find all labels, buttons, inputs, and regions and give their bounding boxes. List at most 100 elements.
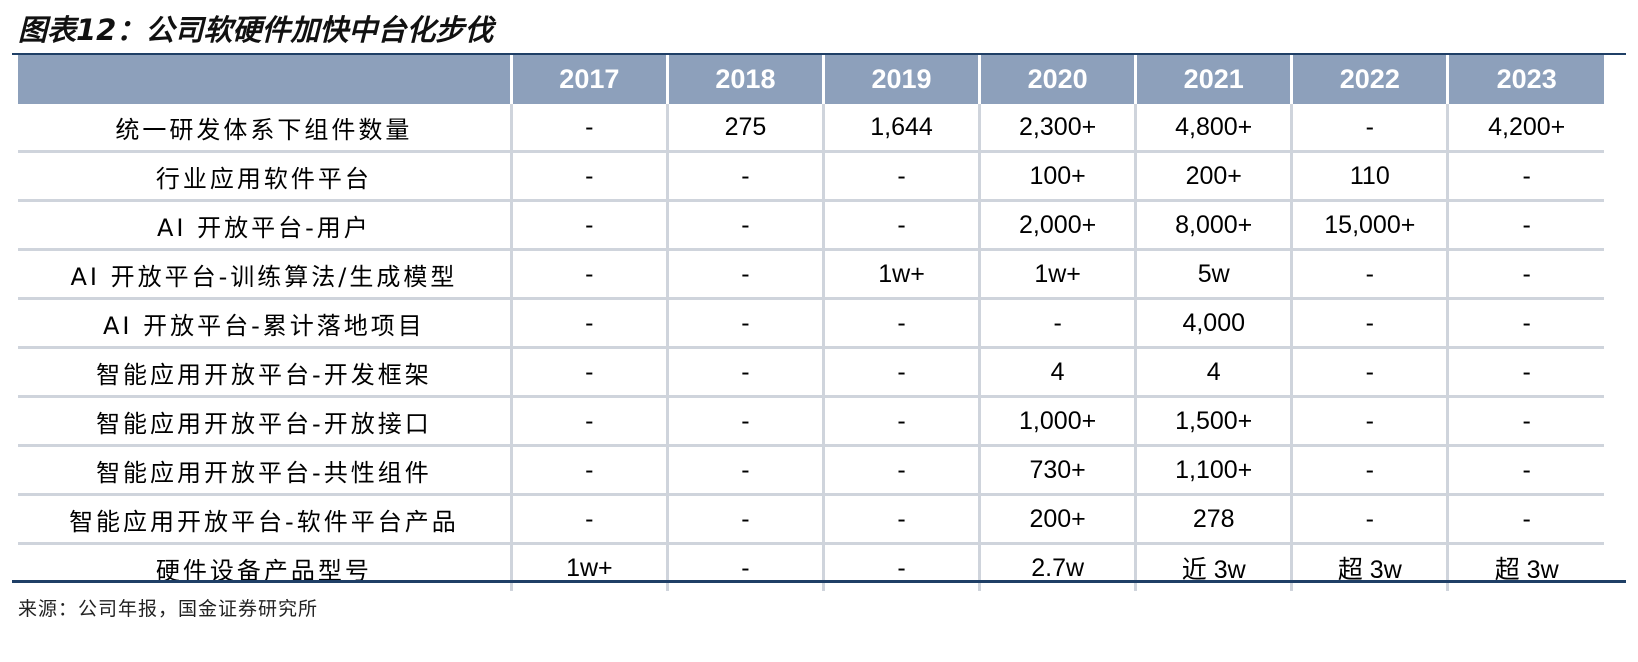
value-cell: - — [1290, 249, 1450, 300]
value-cell: 4 — [978, 347, 1138, 398]
value-cell: 4,200+ — [1446, 104, 1604, 153]
header-year-cell: 2023 — [1446, 55, 1604, 104]
value-cell: 1,000+ — [978, 396, 1138, 447]
value-cell: - — [1290, 445, 1450, 496]
figure-title: 图表12：公司软硬件加快中台化步伐 — [18, 13, 494, 47]
header-year-cell: 2021 — [1134, 55, 1294, 104]
value-cell: - — [1446, 151, 1604, 202]
header-label-cell — [18, 55, 513, 104]
value-cell: 1w+ — [978, 249, 1138, 300]
value-cell: - — [821, 543, 982, 591]
header-year-cell: 2020 — [978, 55, 1138, 104]
value-cell: - — [509, 200, 669, 251]
value-cell: - — [1290, 396, 1450, 447]
value-cell: 730+ — [978, 445, 1138, 496]
table-row: 智能应用开放平台-软件平台产品 - - -200+ 278- - — [18, 494, 1604, 545]
value-cell: 100+ — [978, 151, 1138, 202]
value-cell: - — [821, 396, 982, 447]
value-cell: 超 3w — [1290, 543, 1450, 591]
value-cell: 超 3w — [1446, 543, 1604, 591]
value-cell: - — [1446, 396, 1604, 447]
row-label-cell: AI 开放平台-累计落地项目 — [18, 298, 513, 349]
table-row: AI 开放平台-累计落地项目 - - - -4,000- - — [18, 298, 1604, 349]
header-year-cell: 2018 — [665, 55, 825, 104]
table-row: 统一研发体系下组件数量 -275 1,644 2,300+ 4,800+ -4,200+ — [18, 104, 1604, 153]
row-label-cell: 智能应用开放平台-软件平台产品 — [18, 494, 513, 545]
value-cell: 2,300+ — [978, 104, 1138, 153]
value-cell: 4 — [1134, 347, 1294, 398]
value-cell: - — [509, 151, 669, 202]
value-cell: - — [665, 298, 825, 349]
value-cell: - — [509, 104, 669, 153]
value-cell: - — [1290, 347, 1450, 398]
table-row: 硬件设备产品型号 1w+ - -2.7w 近 3w 超 3w 超 3w — [18, 543, 1604, 591]
value-cell: - — [821, 298, 982, 349]
value-cell: 近 3w — [1134, 543, 1294, 591]
value-cell: - — [821, 494, 982, 545]
value-cell: - — [665, 494, 825, 545]
value-cell: 2.7w — [978, 543, 1138, 591]
value-cell: 1,644 — [821, 104, 982, 153]
value-cell: - — [665, 445, 825, 496]
value-cell: 200+ — [1134, 151, 1294, 202]
value-cell: 8,000+ — [1134, 200, 1294, 251]
value-cell: - — [509, 494, 669, 545]
value-cell: - — [509, 347, 669, 398]
table-body: 统一研发体系下组件数量 -275 1,644 2,300+ 4,800+ -4,200+ 行… — [18, 104, 1604, 591]
row-label-cell: AI 开放平台-用户 — [18, 200, 513, 251]
table-row: AI 开放平台-用户 - - -2,000+ 8,000+ 15,000+ - — [18, 200, 1604, 251]
header-year-cell: 2019 — [821, 55, 982, 104]
value-cell: 1w+ — [821, 249, 982, 300]
value-cell: - — [509, 249, 669, 300]
row-label-cell: AI 开放平台-训练算法/生成模型 — [18, 249, 513, 300]
table-row: 智能应用开放平台-开放接口 - - -1,000+ 1,500+ - - — [18, 396, 1604, 447]
value-cell: 110 — [1290, 151, 1450, 202]
value-cell: - — [1446, 200, 1604, 251]
row-label-cell: 智能应用开放平台-开发框架 — [18, 347, 513, 398]
value-cell: 2,000+ — [978, 200, 1138, 251]
value-cell: - — [1446, 249, 1604, 300]
value-cell: 4,800+ — [1134, 104, 1294, 153]
value-cell: - — [665, 151, 825, 202]
row-label-cell: 统一研发体系下组件数量 — [18, 104, 513, 153]
value-cell: - — [1446, 494, 1604, 545]
value-cell: 1,100+ — [1134, 445, 1294, 496]
table-row: 行业应用软件平台 - - -100+ 200+ 110- — [18, 151, 1604, 202]
source-note: 来源：公司年报，国金证券研究所 — [18, 598, 319, 620]
value-cell: - — [665, 249, 825, 300]
value-cell: - — [978, 298, 1138, 349]
value-cell: 1,500+ — [1134, 396, 1294, 447]
header-year-cell: 2017 — [509, 55, 669, 104]
value-cell: - — [1290, 104, 1450, 153]
value-cell: - — [821, 347, 982, 398]
table-bottom-divider — [12, 580, 1626, 583]
value-cell: - — [665, 543, 825, 591]
value-cell: - — [509, 445, 669, 496]
value-cell: 15,000+ — [1290, 200, 1450, 251]
table-row: AI 开放平台-训练算法/生成模型 - -1w+ 1w+ 5w - - — [18, 249, 1604, 300]
value-cell: - — [1446, 445, 1604, 496]
data-table: 2017 2018 2019 2020 2021 2022 2023 统一研发体… — [18, 55, 1604, 591]
value-cell: - — [665, 347, 825, 398]
row-label-cell: 硬件设备产品型号 — [18, 543, 513, 591]
table-row: 智能应用开放平台-共性组件 - - -730+ 1,100+ - - — [18, 445, 1604, 496]
value-cell: - — [821, 151, 982, 202]
data-table-container: 2017 2018 2019 2020 2021 2022 2023 统一研发体… — [18, 55, 1604, 591]
value-cell: 5w — [1134, 249, 1294, 300]
value-cell: - — [821, 200, 982, 251]
value-cell: - — [1446, 347, 1604, 398]
value-cell: - — [821, 445, 982, 496]
value-cell: 275 — [665, 104, 825, 153]
value-cell: - — [1290, 298, 1450, 349]
value-cell: 1w+ — [509, 543, 669, 591]
row-label-cell: 智能应用开放平台-开放接口 — [18, 396, 513, 447]
value-cell: - — [1290, 494, 1450, 545]
value-cell: - — [509, 298, 669, 349]
title-divider — [12, 53, 1626, 55]
value-cell: - — [1446, 298, 1604, 349]
row-label-cell: 智能应用开放平台-共性组件 — [18, 445, 513, 496]
value-cell: - — [509, 396, 669, 447]
table-header-row: 2017 2018 2019 2020 2021 2022 2023 — [18, 55, 1604, 104]
value-cell: - — [665, 200, 825, 251]
value-cell: - — [665, 396, 825, 447]
